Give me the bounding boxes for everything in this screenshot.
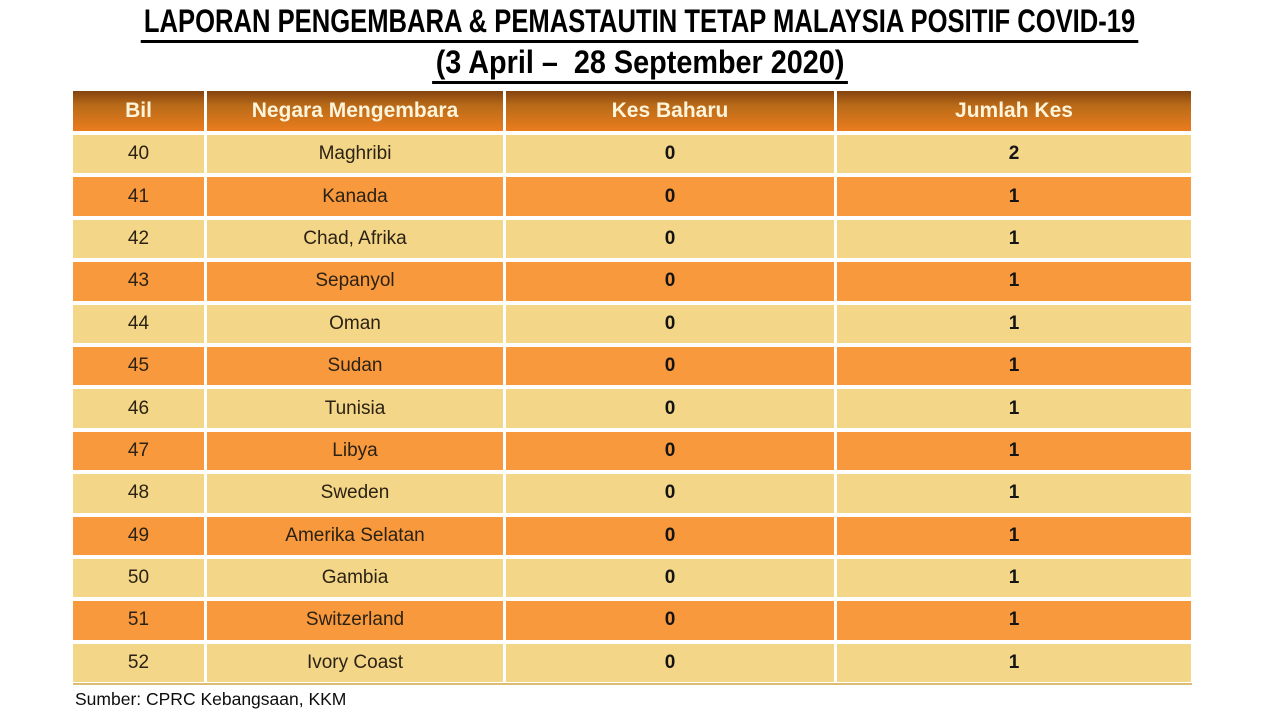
table-row: 47 Libya 0 1 (73, 431, 1191, 471)
table-row: 40 Maghribi 0 2 (73, 135, 1191, 174)
cell-jumlah-kes: 1 (837, 346, 1191, 386)
table-row: 46 Tunisia 0 1 (73, 389, 1191, 428)
cell-kes-baharu: 0 (506, 558, 834, 598)
cell-bil: 44 (73, 304, 204, 343)
cell-kes-baharu: 0 (506, 516, 834, 555)
column-header-jumlah-kes: Jumlah Kes (837, 91, 1191, 131)
title-line-1-text: LAPORAN PENGEMBARA & PEMASTAUTIN TETAP M… (141, 5, 1139, 43)
cell-jumlah-kes: 1 (837, 262, 1191, 301)
cell-kes-baharu: 0 (506, 304, 834, 343)
cell-kes-baharu: 0 (506, 643, 834, 683)
cell-jumlah-kes: 1 (837, 643, 1191, 683)
title-line-2-text: (3 April – 28 September 2020) (432, 46, 848, 84)
cell-jumlah-kes: 1 (837, 558, 1191, 598)
table-row: 44 Oman 0 1 (73, 304, 1191, 343)
cell-jumlah-kes: 1 (837, 474, 1191, 513)
cell-negara-mengembara: Kanada (207, 177, 503, 216)
cell-negara-mengembara: Tunisia (207, 389, 503, 428)
cell-kes-baharu: 0 (506, 389, 834, 428)
cell-bil: 51 (73, 601, 204, 640)
table-bottom-border (73, 683, 1192, 685)
cell-bil: 45 (73, 346, 204, 386)
cell-kes-baharu: 0 (506, 135, 834, 174)
cell-jumlah-kes: 1 (837, 177, 1191, 216)
cell-bil: 42 (73, 219, 204, 259)
cell-jumlah-kes: 1 (837, 601, 1191, 640)
cell-bil: 40 (73, 135, 204, 174)
cell-kes-baharu: 0 (506, 262, 834, 301)
cell-bil: 47 (73, 431, 204, 471)
cell-kes-baharu: 0 (506, 474, 834, 513)
cell-negara-mengembara: Sudan (207, 346, 503, 386)
cell-negara-mengembara: Maghribi (207, 135, 503, 174)
slide-title: LAPORAN PENGEMBARA & PEMASTAUTIN TETAP M… (0, 5, 1280, 84)
cell-bil: 52 (73, 643, 204, 683)
table-row: 45 Sudan 0 1 (73, 346, 1191, 386)
cell-negara-mengembara: Chad, Afrika (207, 219, 503, 259)
cell-kes-baharu: 0 (506, 177, 834, 216)
table-row: 48 Sweden 0 1 (73, 474, 1191, 513)
table-body: 40 Maghribi 0 2 41 Kanada 0 1 42 Chad, Afrika 0 1 43… (73, 135, 1191, 683)
cell-bil: 49 (73, 516, 204, 555)
cell-bil: 48 (73, 474, 204, 513)
column-header-kes-baharu: Kes Baharu (506, 91, 834, 131)
cell-negara-mengembara: Oman (207, 304, 503, 343)
column-header-bil: Bil (73, 91, 204, 131)
cell-negara-mengembara: Libya (207, 431, 503, 471)
table-row: 43 Sepanyol 0 1 (73, 262, 1191, 301)
table-row: 49 Amerika Selatan 0 1 (73, 516, 1191, 555)
cell-bil: 41 (73, 177, 204, 216)
title-line-2: (3 April – 28 September 2020) (0, 46, 1280, 84)
cell-kes-baharu: 0 (506, 601, 834, 640)
cell-negara-mengembara: Gambia (207, 558, 503, 598)
cell-jumlah-kes: 1 (837, 389, 1191, 428)
table-row: 42 Chad, Afrika 0 1 (73, 219, 1191, 259)
cell-bil: 43 (73, 262, 204, 301)
cell-kes-baharu: 0 (506, 346, 834, 386)
cell-jumlah-kes: 1 (837, 304, 1191, 343)
table-row: 50 Gambia 0 1 (73, 558, 1191, 598)
cell-jumlah-kes: 1 (837, 431, 1191, 471)
table-row: 41 Kanada 0 1 (73, 177, 1191, 216)
title-line-1: LAPORAN PENGEMBARA & PEMASTAUTIN TETAP M… (0, 5, 1280, 43)
source-note: Sumber: CPRC Kebangsaan, KKM (75, 689, 347, 709)
cell-jumlah-kes: 1 (837, 219, 1191, 259)
cell-kes-baharu: 0 (506, 431, 834, 471)
cell-negara-mengembara: Amerika Selatan (207, 516, 503, 555)
cell-bil: 46 (73, 389, 204, 428)
cell-negara-mengembara: Sepanyol (207, 262, 503, 301)
cell-negara-mengembara: Sweden (207, 474, 503, 513)
table-row: 51 Switzerland 0 1 (73, 601, 1191, 640)
cell-jumlah-kes: 1 (837, 516, 1191, 555)
table-row: 52 Ivory Coast 0 1 (73, 643, 1191, 683)
cell-jumlah-kes: 2 (837, 135, 1191, 174)
covid-report-table: Bil Negara Mengembara Kes Baharu Jumlah Kes… (70, 87, 1194, 686)
cell-kes-baharu: 0 (506, 219, 834, 259)
cell-negara-mengembara: Switzerland (207, 601, 503, 640)
cell-bil: 50 (73, 558, 204, 598)
table-header-row: Bil Negara Mengembara Kes Baharu Jumlah Kes (73, 91, 1191, 131)
column-header-negara-mengembara: Negara Mengembara (207, 91, 503, 131)
cell-negara-mengembara: Ivory Coast (207, 643, 503, 683)
